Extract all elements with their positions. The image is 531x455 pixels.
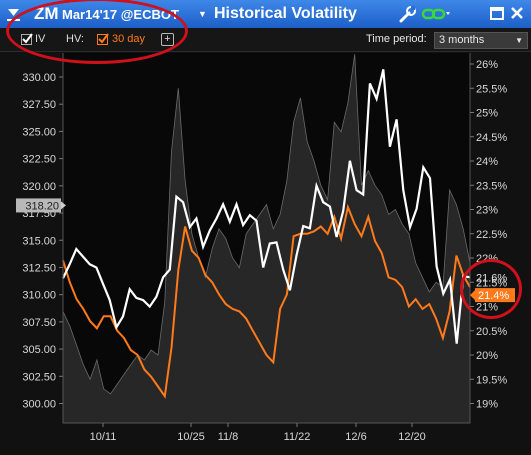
right-tick-label: 25.5% bbox=[476, 83, 507, 95]
right-tick-label: 19.5% bbox=[476, 374, 507, 386]
link-icon[interactable] bbox=[420, 4, 450, 24]
current-price-label: 318.20 bbox=[25, 200, 59, 212]
x-tick-label: 10/11 bbox=[90, 431, 117, 443]
x-tick-label: 12/6 bbox=[345, 431, 366, 443]
left-tick-label: 312.50 bbox=[22, 262, 56, 274]
right-tick-label: 20% bbox=[476, 350, 498, 362]
contract-chevron-down-icon[interactable]: ▼ bbox=[198, 9, 207, 19]
iv-area bbox=[62, 54, 471, 424]
right-tick-label: 20.5% bbox=[476, 326, 507, 338]
right-tick-label: 26% bbox=[476, 59, 498, 71]
left-tick-label: 322.50 bbox=[22, 154, 56, 166]
left-tick-label: 325.00 bbox=[22, 126, 56, 138]
right-tick-label: 24.5% bbox=[476, 132, 507, 144]
close-icon[interactable] bbox=[508, 4, 528, 24]
chevron-down-icon: ▼ bbox=[515, 36, 523, 45]
time-period-value: 3 months bbox=[439, 34, 485, 46]
left-tick-label: 300.00 bbox=[22, 399, 56, 411]
wrench-icon[interactable] bbox=[397, 4, 417, 24]
left-tick-label: 315.00 bbox=[22, 235, 56, 247]
time-period-label: Time period: bbox=[366, 33, 427, 45]
right-tick-label: 22.5% bbox=[476, 229, 507, 241]
time-period-select[interactable]: 3 months ▼ bbox=[434, 32, 528, 49]
x-tick-label: 11/8 bbox=[218, 431, 239, 443]
left-tick-label: 307.50 bbox=[22, 317, 56, 329]
left-tick-label: 330.00 bbox=[22, 72, 56, 84]
x-tick-label: 12/20 bbox=[398, 431, 426, 443]
annotation-circle-header bbox=[6, 0, 188, 64]
right-tick-label: 25% bbox=[476, 108, 498, 120]
right-tick-label: 23.5% bbox=[476, 180, 507, 192]
left-tick-label: 320.00 bbox=[22, 181, 56, 193]
annotation-circle-last-values bbox=[460, 259, 522, 319]
right-tick-label: 23% bbox=[476, 205, 498, 217]
left-tick-label: 327.50 bbox=[22, 99, 56, 111]
hv-series-line bbox=[62, 203, 471, 399]
x-tick-label: 11/22 bbox=[284, 431, 311, 443]
current-price-marker bbox=[16, 198, 61, 213]
x-tick-label: 10/25 bbox=[177, 431, 205, 443]
right-tick-label: 24% bbox=[476, 156, 498, 168]
right-tick-label: 19% bbox=[476, 399, 498, 411]
window-title: Historical Volatility bbox=[214, 5, 357, 22]
left-tick-label: 305.00 bbox=[22, 344, 56, 356]
left-tick-label: 302.50 bbox=[22, 371, 56, 383]
left-tick-label: 310.00 bbox=[22, 290, 56, 302]
current-price-pointer bbox=[61, 201, 66, 210]
maximize-icon[interactable] bbox=[488, 4, 508, 24]
price-series-line bbox=[62, 69, 471, 344]
